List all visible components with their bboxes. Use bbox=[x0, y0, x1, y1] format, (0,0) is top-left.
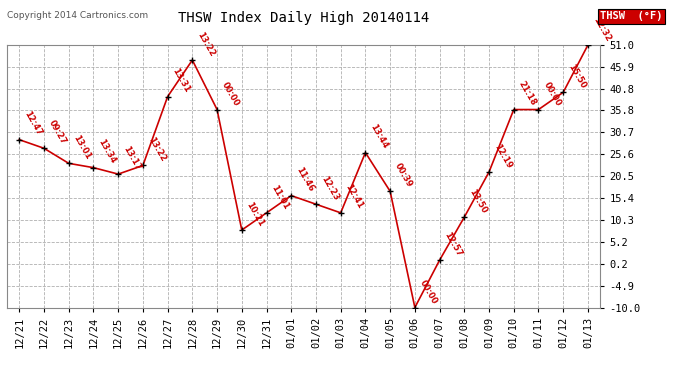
Text: 13:50: 13:50 bbox=[467, 188, 489, 215]
Text: 00:39: 00:39 bbox=[393, 162, 414, 189]
Text: Copyright 2014 Cartronics.com: Copyright 2014 Cartronics.com bbox=[7, 11, 148, 20]
Text: 12:32: 12:32 bbox=[591, 15, 612, 43]
Text: 13:17: 13:17 bbox=[121, 144, 142, 172]
Text: 15:50: 15:50 bbox=[566, 63, 587, 90]
Text: 13:34: 13:34 bbox=[97, 138, 117, 165]
Text: THSW  (°F): THSW (°F) bbox=[600, 11, 663, 21]
Text: 00:00: 00:00 bbox=[220, 80, 241, 107]
Text: 00:00: 00:00 bbox=[418, 278, 439, 305]
Text: 09:27: 09:27 bbox=[47, 118, 68, 146]
Text: 13:22: 13:22 bbox=[146, 136, 167, 164]
Text: 13:01: 13:01 bbox=[72, 134, 92, 161]
Text: 12:23: 12:23 bbox=[319, 174, 340, 202]
Text: 12:57: 12:57 bbox=[442, 230, 464, 258]
Text: 13:44: 13:44 bbox=[368, 123, 390, 150]
Text: 12:41: 12:41 bbox=[344, 183, 365, 211]
Text: 11:46: 11:46 bbox=[294, 166, 315, 194]
Text: 12:19: 12:19 bbox=[492, 142, 513, 170]
Text: 00:00: 00:00 bbox=[542, 80, 562, 107]
Text: 21:18: 21:18 bbox=[517, 80, 538, 107]
Text: 13:31: 13:31 bbox=[170, 67, 192, 94]
Text: THSW Index Daily High 20140114: THSW Index Daily High 20140114 bbox=[178, 11, 429, 25]
Text: 10:21: 10:21 bbox=[245, 200, 266, 228]
Text: 12:47: 12:47 bbox=[22, 110, 43, 138]
Text: 11:01: 11:01 bbox=[270, 183, 290, 211]
Text: 13:22: 13:22 bbox=[195, 30, 217, 58]
